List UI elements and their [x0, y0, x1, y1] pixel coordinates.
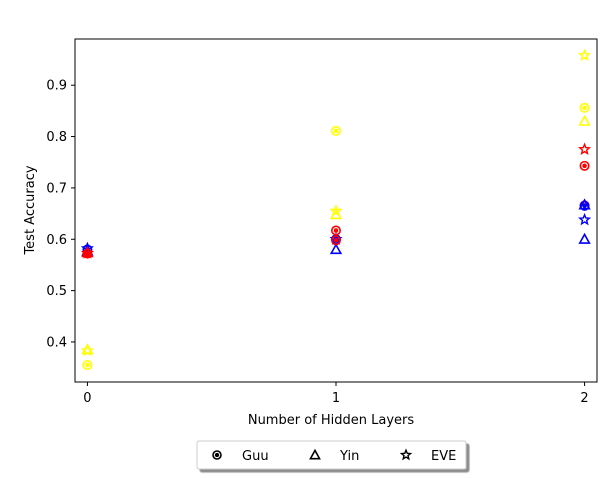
x-axis-label: Number of Hidden Layers — [248, 413, 415, 428]
data-point-star — [80, 241, 94, 255]
data-point-triangle — [578, 198, 591, 210]
legend: Guu Yin EVE — [196, 440, 467, 470]
data-point-circle — [82, 360, 93, 371]
legend-label: Guu — [242, 449, 269, 464]
legend-label: EVE — [431, 449, 456, 464]
x-axis-ticks: 0 1 2 — [83, 382, 589, 406]
data-point-star — [329, 204, 343, 217]
y-tick-label: 0.9 — [46, 79, 67, 94]
data-points — [80, 48, 592, 371]
data-point-circle — [330, 125, 341, 136]
data-point-star — [80, 343, 94, 357]
y-tick-label: 0.4 — [46, 335, 67, 350]
y-tick-label: 0.6 — [46, 233, 67, 248]
legend-items: Guu Yin EVE — [212, 448, 456, 464]
data-point-triangle — [578, 114, 591, 126]
data-point-star — [578, 212, 592, 226]
data-point-star — [578, 142, 592, 155]
data-point-circle — [579, 160, 590, 171]
data-point-circle — [579, 102, 590, 113]
legend-marker-circle — [212, 450, 222, 460]
data-point-triangle — [329, 243, 343, 255]
legend-box — [196, 440, 467, 470]
data-point-star — [80, 246, 94, 259]
data-point-circle — [330, 225, 341, 236]
legend-label: Yin — [339, 449, 359, 464]
y-tick-label: 0.8 — [46, 130, 67, 145]
legend-marker-star — [399, 448, 413, 461]
legend-marker-triangle — [309, 448, 321, 460]
y-tick-label: 0.5 — [46, 284, 67, 299]
data-point-triangle — [578, 232, 591, 244]
x-tick-label: 1 — [332, 391, 340, 406]
y-axis-label: Test Accuracy — [23, 165, 38, 255]
y-tick-label: 0.7 — [46, 181, 67, 196]
data-point-star — [578, 48, 592, 62]
x-tick-label: 0 — [83, 391, 91, 406]
data-point-circle — [330, 235, 341, 246]
y-axis-ticks: 0.4 0.5 0.6 0.7 0.8 0.9 — [46, 79, 75, 350]
x-tick-label: 2 — [580, 391, 588, 406]
data-point-triangle — [81, 246, 94, 258]
